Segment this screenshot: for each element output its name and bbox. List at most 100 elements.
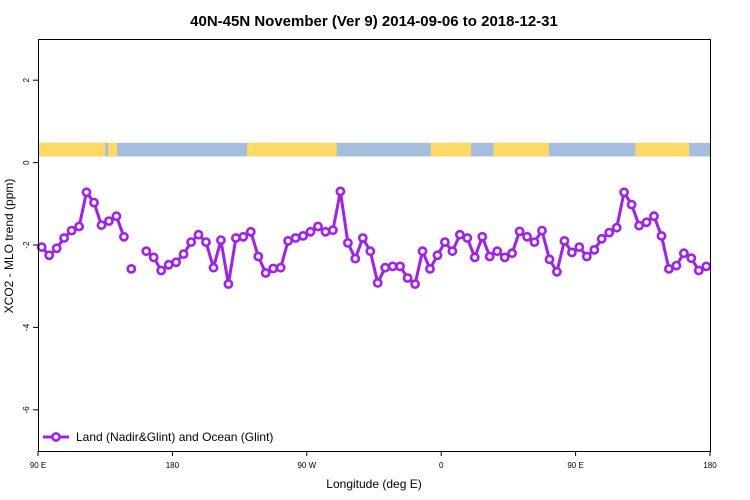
y-tick-label: -2 xyxy=(22,241,31,249)
data-point xyxy=(350,253,361,264)
x-tick-label: 0 xyxy=(439,461,444,470)
data-point xyxy=(492,246,503,257)
x-tick-label: 180 xyxy=(166,461,180,470)
legend-marker xyxy=(51,432,61,442)
data-point xyxy=(529,237,540,247)
data-point xyxy=(454,229,465,240)
data-point xyxy=(656,230,667,241)
ocean-strip xyxy=(38,142,710,157)
data-point xyxy=(59,233,69,243)
data-point xyxy=(66,225,77,236)
data-point xyxy=(208,262,219,273)
data-point xyxy=(634,220,644,231)
data-point xyxy=(522,231,532,242)
data-point xyxy=(679,248,689,259)
x-axis: 90 E 180 90 W 0 90 E 180 xyxy=(30,451,717,470)
y-tick-label: 0 xyxy=(22,160,31,165)
data-point xyxy=(432,250,443,261)
data-point xyxy=(589,244,600,255)
data-point xyxy=(156,265,167,276)
data-point xyxy=(447,246,458,257)
land-segment xyxy=(247,142,337,157)
legend: Land (Nadir&Glint) and Ocean (Glint) xyxy=(43,430,273,444)
data-point xyxy=(126,263,137,274)
land-segment xyxy=(430,142,472,157)
data-point xyxy=(238,231,249,242)
data-point xyxy=(499,252,510,263)
land-ocean-strip xyxy=(38,142,710,157)
data-point xyxy=(484,251,495,262)
data-point xyxy=(410,279,420,289)
land-segment xyxy=(108,142,118,157)
legend-label: Land (Nadir&Glint) and Ocean (Glint) xyxy=(76,430,273,444)
data-point xyxy=(641,217,652,228)
x-tick-label: 90 W xyxy=(297,461,316,470)
data-point xyxy=(664,263,674,274)
data-point xyxy=(581,251,592,262)
data-point xyxy=(283,235,293,246)
data-point xyxy=(402,273,413,283)
data-point xyxy=(193,229,204,240)
data-point xyxy=(439,237,450,247)
data-point xyxy=(327,225,338,236)
data-point xyxy=(298,230,308,241)
data-point xyxy=(186,237,196,247)
land-segment xyxy=(38,142,106,157)
data-point xyxy=(223,279,234,289)
data-point xyxy=(544,254,555,265)
data-point xyxy=(619,187,629,198)
land-segment xyxy=(493,142,549,157)
data-point xyxy=(686,253,697,264)
data-point xyxy=(567,247,577,258)
data-point xyxy=(178,249,189,259)
data-point xyxy=(649,211,659,222)
x-tick-label: 90 E xyxy=(30,461,46,470)
data-point xyxy=(320,226,331,237)
data-point xyxy=(215,235,226,245)
data-point xyxy=(44,250,55,261)
data-point xyxy=(469,252,480,263)
data-point xyxy=(290,233,301,243)
data-point xyxy=(596,233,607,244)
data-point xyxy=(148,252,159,263)
data-point xyxy=(365,246,376,257)
data-point xyxy=(141,246,152,257)
data-point xyxy=(671,260,682,271)
data-point xyxy=(51,243,62,254)
y-axis-label: XCO2 - MLO trend (ppm) xyxy=(2,179,16,314)
data-point xyxy=(335,186,346,197)
data-point xyxy=(268,263,279,274)
data-point xyxy=(81,187,92,198)
data-point xyxy=(119,231,129,242)
data-point xyxy=(305,226,316,237)
data-point xyxy=(417,246,428,257)
data-point xyxy=(693,265,704,276)
data-point xyxy=(507,248,517,259)
data-point xyxy=(230,233,241,243)
data-point xyxy=(701,261,712,272)
data-point xyxy=(462,233,473,243)
data-point xyxy=(372,277,383,288)
data-point xyxy=(74,221,84,232)
data-point xyxy=(253,251,264,262)
data-point xyxy=(357,233,368,243)
data-point xyxy=(313,221,323,232)
data-point xyxy=(104,216,114,226)
data-point xyxy=(36,242,47,252)
data-point xyxy=(89,197,99,208)
data-point xyxy=(514,226,525,237)
series-layer xyxy=(36,186,712,289)
y-tick-label: -4 xyxy=(22,323,31,331)
data-point xyxy=(611,222,622,233)
data-point xyxy=(380,262,391,273)
x-tick-label: 90 E xyxy=(567,461,583,470)
data-point xyxy=(201,237,211,247)
data-point xyxy=(245,226,256,237)
data-point xyxy=(342,237,353,248)
data-point xyxy=(260,268,271,278)
data-point xyxy=(395,261,405,272)
plot-frame xyxy=(38,39,711,452)
data-point xyxy=(425,263,435,274)
data-point xyxy=(171,257,181,268)
